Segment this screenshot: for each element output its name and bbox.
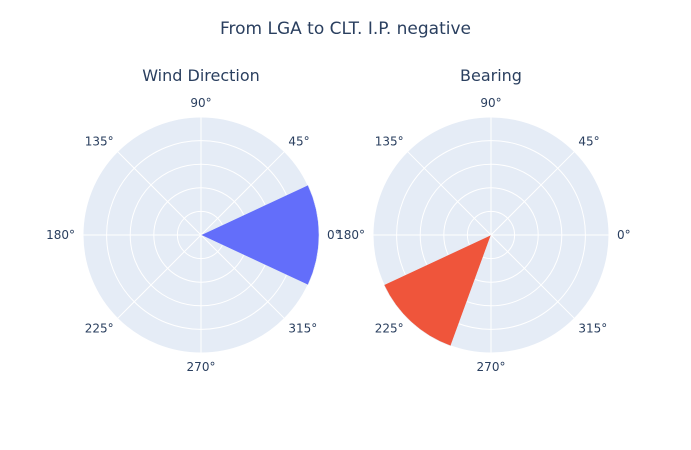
polar-title: Bearing: [460, 66, 522, 85]
chart-title: From LGA to CLT. I.P. negative: [220, 19, 471, 39]
angular-gridline: [490, 234, 575, 319]
angular-tick-label: 315°: [578, 321, 607, 335]
angular-tick-label: 270°: [187, 360, 216, 374]
angular-tick-label: 180°: [46, 228, 75, 242]
angular-gridline: [200, 234, 285, 319]
polar-bar[interactable]: [200, 184, 320, 286]
polar-title: Wind Direction: [142, 66, 260, 85]
polar-bearing: Bearing 0° 45° 90° 135° 180° 225° 270° 315°: [336, 66, 631, 374]
polar-wind-direction: Wind Direction 0° 45° 90° 135° 180° 225° 270° 31…: [46, 66, 341, 374]
angular-gridline: [117, 234, 202, 319]
angular-gridline: [200, 151, 285, 236]
angular-tick-label: 45°: [288, 135, 309, 149]
polar-bar[interactable]: [383, 234, 492, 347]
angular-tick-label: 225°: [375, 321, 404, 335]
angular-tick-label: 0°: [617, 228, 631, 242]
angular-tick-label: 90°: [190, 96, 211, 110]
angular-tick-label: 135°: [85, 135, 114, 149]
angular-tick-label: 90°: [480, 96, 501, 110]
angular-gridline: [117, 151, 202, 236]
angular-gridline: [407, 151, 492, 236]
angular-gridline: [490, 151, 575, 236]
angular-tick-label: 0°: [327, 228, 341, 242]
angular-tick-label: 225°: [85, 321, 114, 335]
angular-tick-label: 270°: [477, 360, 506, 374]
angular-tick-label: 135°: [375, 135, 404, 149]
angular-tick-label: 180°: [336, 228, 365, 242]
angular-tick-label: 45°: [578, 135, 599, 149]
angular-tick-label: 315°: [288, 321, 317, 335]
